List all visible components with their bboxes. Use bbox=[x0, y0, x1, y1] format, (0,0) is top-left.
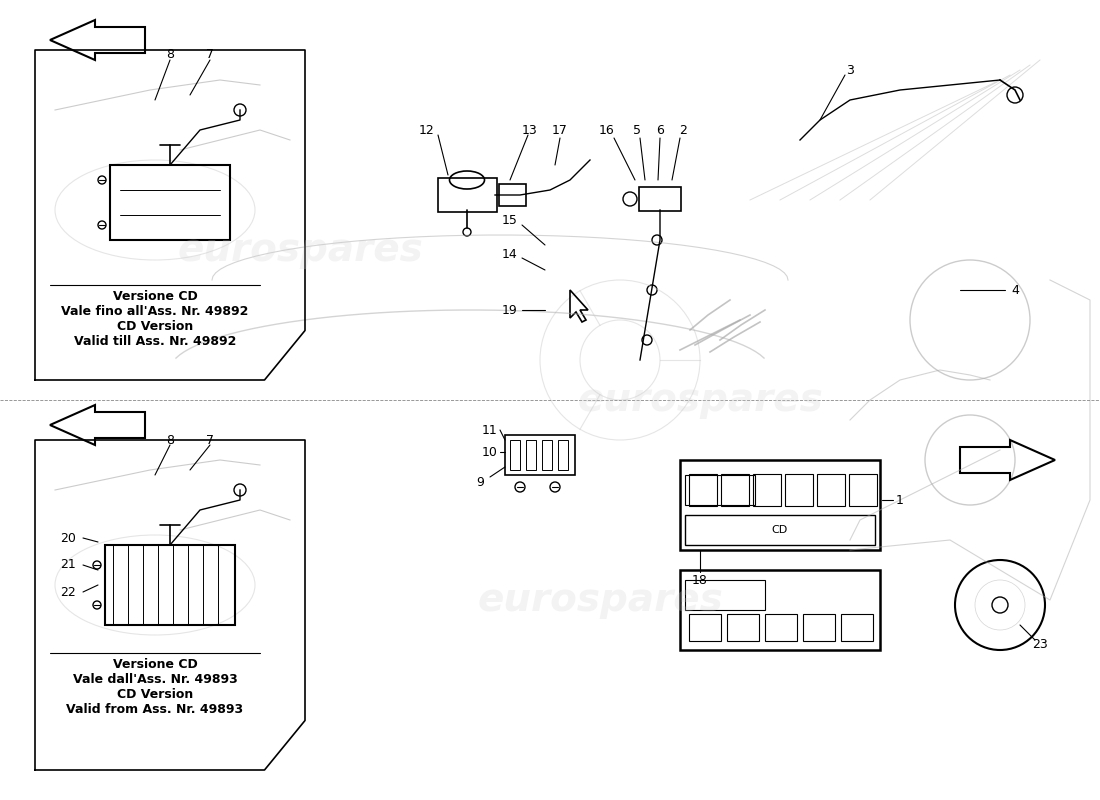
Text: 21: 21 bbox=[60, 558, 76, 571]
Text: 18: 18 bbox=[692, 574, 708, 586]
Text: eurospares: eurospares bbox=[177, 231, 422, 269]
Text: CD: CD bbox=[772, 525, 788, 535]
Text: 3: 3 bbox=[846, 63, 854, 77]
Text: 20: 20 bbox=[60, 531, 76, 545]
Text: 6: 6 bbox=[656, 123, 664, 137]
Text: 22: 22 bbox=[60, 586, 76, 598]
Text: 15: 15 bbox=[502, 214, 518, 226]
Text: Versione CD
Vale fino all'Ass. Nr. 49892
CD Version
Valid till Ass. Nr. 49892: Versione CD Vale fino all'Ass. Nr. 49892… bbox=[62, 290, 249, 348]
Text: 10: 10 bbox=[482, 446, 498, 458]
Text: Versione CD
Vale dall'Ass. Nr. 49893
CD Version
Valid from Ass. Nr. 49893: Versione CD Vale dall'Ass. Nr. 49893 CD … bbox=[66, 658, 243, 716]
Text: 17: 17 bbox=[552, 123, 568, 137]
Text: 8: 8 bbox=[166, 49, 174, 62]
Text: 2: 2 bbox=[679, 123, 686, 137]
Text: 4: 4 bbox=[1011, 283, 1019, 297]
Text: 14: 14 bbox=[502, 249, 518, 262]
Text: eurospares: eurospares bbox=[578, 381, 823, 419]
Text: 1: 1 bbox=[896, 494, 904, 506]
Text: 11: 11 bbox=[482, 423, 498, 437]
Text: 8: 8 bbox=[166, 434, 174, 446]
Text: 9: 9 bbox=[476, 475, 484, 489]
Text: eurospares: eurospares bbox=[477, 581, 723, 619]
Text: 23: 23 bbox=[1032, 638, 1048, 651]
Text: 13: 13 bbox=[522, 123, 538, 137]
Text: 7: 7 bbox=[206, 49, 214, 62]
Text: 12: 12 bbox=[419, 123, 435, 137]
Text: 7: 7 bbox=[206, 434, 214, 446]
Text: 5: 5 bbox=[632, 123, 641, 137]
Text: 19: 19 bbox=[502, 303, 518, 317]
Text: 16: 16 bbox=[600, 123, 615, 137]
